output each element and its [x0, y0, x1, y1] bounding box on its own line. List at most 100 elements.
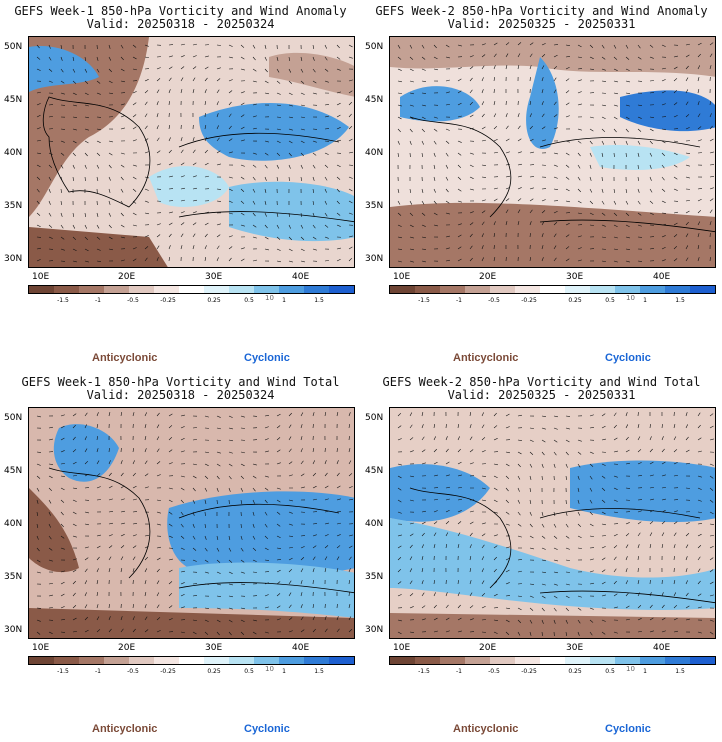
wind-vector: [409, 56, 414, 60]
wind-vector: [673, 424, 676, 429]
wind-vector: [168, 89, 171, 94]
wind-vector: [252, 259, 257, 262]
wind-vector: [168, 77, 172, 82]
wind-vector: [541, 463, 544, 468]
wind-vector: [493, 113, 497, 118]
wind-vector: [168, 511, 173, 515]
wind-vector: [216, 535, 219, 540]
wind-vector: [72, 523, 77, 527]
wind-vector: [397, 594, 402, 597]
wind-vector: [228, 188, 233, 191]
wind-vector: [276, 425, 281, 429]
wind-vector: [108, 44, 111, 49]
wind-vector: [505, 151, 510, 154]
wind-vector: [336, 247, 341, 250]
wind-vector: [336, 176, 341, 180]
wind-vector: [276, 164, 280, 169]
wind-vector: [60, 92, 65, 95]
wind-vector: [96, 486, 101, 489]
wind-vector: [288, 448, 292, 453]
wind-vector: [300, 592, 303, 597]
colorbar: [28, 285, 355, 294]
wind-vector: [216, 150, 221, 154]
wind-vector: [397, 224, 402, 227]
wind-vector: [252, 200, 256, 205]
wind-vector: [673, 510, 678, 513]
wind-vector: [48, 499, 52, 504]
wind-vector: [577, 607, 582, 611]
wind-vector: [300, 128, 305, 131]
wind-vector: [144, 460, 148, 465]
panel-week1-anomaly: GEFS Week-1 850-hPa Vorticity and Wind A…: [0, 0, 361, 371]
wind-vector: [565, 523, 569, 528]
wind-vector: [709, 65, 712, 70]
wind-vector: [553, 44, 559, 46]
wind-vector: [421, 212, 426, 216]
wind-vector: [625, 568, 628, 573]
wind-vector: [144, 486, 149, 489]
wind-vector: [132, 534, 137, 537]
wind-vector: [481, 89, 484, 94]
wind-vector: [84, 224, 87, 229]
wind-vector: [144, 246, 149, 250]
wind-vector: [613, 487, 618, 490]
wind-vector: [553, 164, 558, 167]
wind-vector: [276, 140, 281, 144]
wind-vector: [228, 56, 233, 59]
wind-vector: [60, 487, 65, 491]
wind-vector: [156, 101, 159, 106]
wind-vector: [397, 104, 402, 107]
wind-vector: [252, 164, 257, 168]
wind-vector: [36, 535, 39, 540]
wind-vector: [493, 65, 496, 70]
wind-vector: [120, 510, 125, 513]
wind-vector: [685, 65, 689, 70]
wind-vector: [168, 66, 173, 70]
wind-vector: [348, 534, 353, 537]
colorbar-swatch: [29, 657, 54, 664]
wind-vector: [421, 104, 426, 107]
wind-vector: [132, 258, 137, 262]
wind-vector: [649, 128, 654, 132]
wind-vector: [60, 56, 63, 61]
wind-vector: [72, 116, 77, 118]
wind-vector: [84, 580, 88, 585]
wind-vector: [84, 424, 88, 429]
wind-vector: [493, 545, 498, 549]
wind-vector: [108, 511, 113, 513]
wind-vector: [312, 485, 317, 489]
lat-label: 40N: [4, 148, 23, 158]
wind-vector: [36, 114, 41, 118]
wind-vector: [649, 423, 651, 429]
wind-vector: [264, 164, 268, 169]
wind-vector: [288, 236, 293, 241]
wind-vector: [336, 616, 339, 621]
wind-vector: [409, 248, 414, 251]
wind-vector: [409, 104, 414, 107]
panel-valid: Valid: 20250318 - 20250324: [86, 388, 275, 402]
wind-vector: [517, 451, 522, 455]
wind-vector: [324, 44, 327, 49]
wind-vector: [228, 619, 233, 623]
wind-vector: [264, 631, 269, 634]
wind-vector: [84, 487, 90, 489]
wind-vector: [505, 511, 510, 515]
wind-vector: [541, 631, 543, 637]
map-svg: [390, 408, 715, 638]
wind-vector: [565, 607, 569, 612]
colorbar-tick: 1.5: [314, 297, 324, 304]
wind-vector: [445, 604, 449, 609]
colorbar-swatch: [665, 657, 690, 664]
wind-vector: [348, 212, 353, 215]
wind-vector: [96, 580, 99, 585]
wind-vector: [132, 545, 137, 549]
wind-vector: [96, 568, 99, 573]
wind-vector: [276, 80, 281, 84]
wind-vector: [252, 188, 256, 193]
wind-vector: [324, 628, 328, 633]
colorbar-tick: 0.25: [207, 297, 221, 304]
wind-vector: [72, 535, 77, 538]
wind-vector: [204, 535, 207, 540]
wind-vector: [601, 44, 605, 49]
wind-vector: [409, 522, 414, 525]
